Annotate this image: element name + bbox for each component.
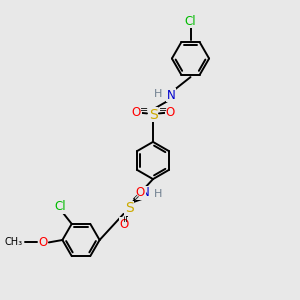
Text: =: = [158, 105, 167, 115]
Text: H: H [154, 89, 162, 99]
Text: Cl: Cl [55, 200, 66, 213]
Text: O: O [166, 106, 175, 119]
Text: CH₃: CH₃ [5, 237, 23, 248]
Text: O: O [38, 236, 47, 249]
Text: =: = [140, 105, 148, 115]
Text: O: O [136, 186, 145, 200]
Text: =: = [130, 192, 142, 203]
Text: =: = [122, 215, 130, 223]
Text: H: H [154, 189, 162, 199]
Text: S: S [148, 108, 158, 122]
Text: Cl: Cl [185, 15, 196, 28]
Text: O: O [132, 106, 141, 119]
Text: S: S [124, 202, 134, 215]
Text: N: N [141, 186, 150, 199]
Text: N: N [167, 89, 176, 102]
Text: O: O [120, 218, 129, 231]
